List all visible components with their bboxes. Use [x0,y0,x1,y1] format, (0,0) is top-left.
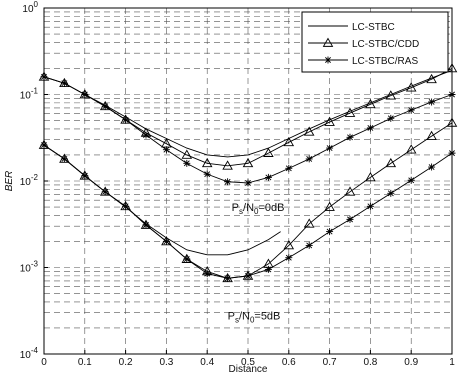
x-axis-label: Distance [229,364,268,374]
annotation-label: Ps/N0=5dB [228,311,281,325]
x-tick-label: 0.5 [241,357,255,368]
data-point-marker [405,144,417,154]
x-tick-label: 0.1 [78,357,92,368]
data-point-marker [203,170,211,178]
data-point-marker [183,255,191,263]
data-point-marker [305,241,313,249]
data-point-marker [60,155,68,163]
data-point-marker [201,157,213,168]
data-point-marker [344,107,356,117]
data-point-marker [385,157,397,168]
data-point-marker [142,221,150,229]
legend-label: LC-STBC [352,22,395,33]
x-tick-label: 1 [449,357,455,368]
y-tick-label: 10-4 [20,346,39,361]
data-point-marker [344,186,356,196]
data-point-marker [60,79,68,87]
y-tick-label: 10-2 [20,173,39,188]
data-point-marker [181,149,193,159]
data-point-marker [283,240,295,250]
annotations: Ps/N0=0dB Ps/N0=5dB [228,202,285,325]
data-point-marker [387,114,395,122]
data-point-marker [326,144,334,152]
data-point-marker [365,172,376,182]
data-point-marker [122,116,130,124]
y-axis-label: BER [4,171,15,192]
data-point-marker [365,98,376,109]
data-point-marker [426,73,437,84]
x-tick-label: 0.2 [119,357,133,368]
legend-marker [324,56,332,64]
x-tick-label: 0.7 [323,357,337,368]
y-tick-label: 10-1 [20,87,39,102]
data-point-marker [428,98,436,106]
series-layer [38,63,458,283]
legend-marker [322,37,334,47]
data-point-marker [366,202,374,210]
data-point-marker [385,90,397,100]
x-ticks: 0 0.1 0.2 0.3 0.4 0.5 0.6 0.7 0.8 0.9 1 [41,350,455,368]
data-point-marker [264,265,272,273]
x-tick-label: 0.6 [282,357,296,368]
data-point-marker [303,126,315,136]
data-point-marker [183,159,191,167]
data-point-marker [405,82,417,92]
data-point-marker [387,189,395,197]
legend-label: LC-STBC/RAS [352,56,418,67]
data-point-marker [303,218,315,228]
data-point-marker [122,202,130,210]
data-point-marker [101,188,109,196]
data-point-marker [285,254,293,262]
data-point-marker [285,164,293,172]
data-point-marker [346,133,354,141]
legend-label: LC-STBC/CDD [352,39,419,50]
data-point-marker [426,130,437,140]
y-tick-label: 10-3 [20,260,39,275]
data-point-marker [324,116,335,126]
data-point-marker [242,157,254,168]
data-point-marker [244,179,252,187]
legend: LC-STBC LC-STBC/CDD LC-STBC/RAS [301,11,449,73]
series-line [43,69,453,158]
data-point-marker [407,106,415,114]
x-tick-label: 0 [41,357,47,368]
x-tick-label: 0.9 [404,357,418,368]
data-point-marker [224,274,232,282]
data-point-marker [305,155,313,163]
data-point-marker [264,173,272,181]
data-point-marker [407,176,415,184]
x-tick-label: 0.3 [159,357,173,368]
data-point-marker [244,272,252,280]
x-tick-label: 0.8 [363,357,377,368]
data-point-marker [326,228,334,236]
x-tick-label: 0.4 [200,357,214,368]
data-point-marker [428,163,436,171]
y-tick-label: 100 [22,0,38,15]
data-point-marker [203,270,211,278]
data-point-marker [324,201,335,211]
data-point-marker [283,136,295,147]
data-point-marker [224,178,232,186]
data-point-marker [222,160,233,170]
data-point-marker [366,124,374,132]
data-point-marker [142,131,150,139]
y-ticks: 100 10-1 10-2 10-3 10-4 [20,0,48,361]
data-point-marker [101,102,109,110]
data-point-marker [263,147,274,157]
data-point-marker [162,237,170,245]
data-point-marker [81,172,89,180]
data-point-marker [81,91,89,98]
data-point-marker [346,215,354,223]
data-point-marker [162,146,170,154]
annotation-label: Ps/N0=0dB [232,202,285,216]
